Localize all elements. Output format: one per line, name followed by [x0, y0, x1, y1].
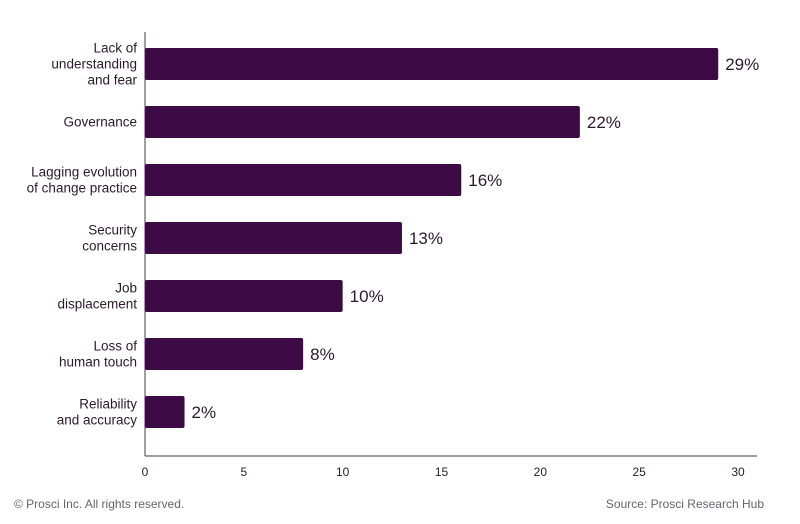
category-label: Loss of [93, 339, 137, 354]
category-label: Security [88, 223, 137, 238]
category-label: human touch [59, 355, 137, 370]
x-tick-label: 30 [731, 465, 745, 479]
bar [145, 280, 343, 312]
bar [145, 164, 462, 196]
x-tick-label: 0 [142, 465, 149, 479]
bar [145, 48, 719, 80]
copyright-text: © Prosci Inc. All rights reserved. [14, 497, 185, 511]
x-tick-label: 10 [336, 465, 350, 479]
data-label: 8% [310, 345, 335, 364]
data-label: 10% [350, 287, 384, 306]
category-label: and fear [87, 73, 137, 88]
bar [145, 338, 304, 370]
data-label: 16% [468, 171, 502, 190]
data-label: 22% [587, 113, 621, 132]
data-label: 13% [409, 229, 443, 248]
x-tick-label: 5 [240, 465, 247, 479]
x-tick-label: 15 [435, 465, 449, 479]
x-tick-label: 20 [534, 465, 548, 479]
category-label: Lack of [93, 41, 137, 56]
category-label: understanding [51, 57, 137, 72]
bar [145, 396, 185, 428]
source-text: Source: Prosci Research Hub [605, 497, 764, 511]
category-label: Governance [63, 115, 137, 130]
category-label: displacement [57, 297, 137, 312]
data-label: 2% [192, 403, 217, 422]
data-label: 29% [725, 55, 759, 74]
x-tick-label: 25 [632, 465, 646, 479]
bar [145, 106, 580, 138]
category-label: Lagging evolution [31, 165, 137, 180]
category-label: Job [115, 281, 137, 296]
bar [145, 222, 402, 254]
category-label: Reliability [79, 397, 137, 412]
category-label: and accuracy [57, 413, 138, 428]
category-label: of change practice [27, 181, 137, 196]
category-label: concerns [82, 239, 137, 254]
